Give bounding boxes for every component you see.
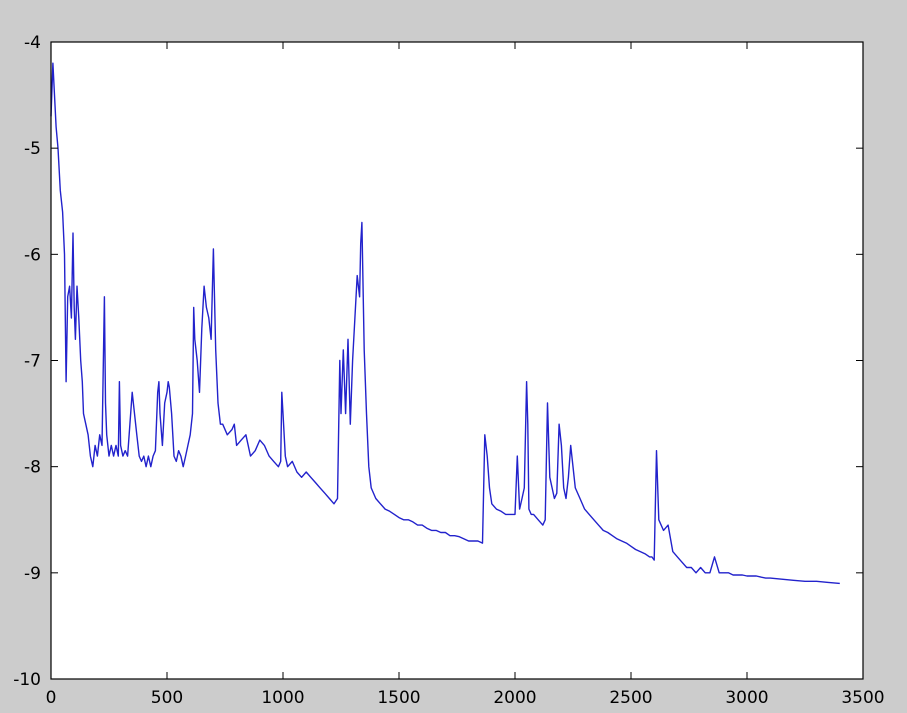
x-axis-ticks: 0 500 1000 1500 2000 2500 3000 3500 <box>46 42 885 708</box>
y-tick-label: -9 <box>24 564 41 584</box>
x-tick-label: 1500 <box>377 688 420 708</box>
y-axis-ticks: -4 -5 -6 -7 -8 -9 -10 <box>13 33 863 690</box>
series-line-0 <box>50 62 840 585</box>
series-layer <box>50 62 840 585</box>
y-tick-label: -5 <box>24 139 41 159</box>
x-tick-label: 1000 <box>261 688 304 708</box>
y-tick-label: -10 <box>13 670 41 690</box>
y-tick-label: -6 <box>24 245 41 265</box>
x-tick-label: 3500 <box>841 688 884 708</box>
y-tick-label: -7 <box>24 352 41 372</box>
x-tick-label: 2000 <box>493 688 536 708</box>
x-tick-label: 2500 <box>609 688 652 708</box>
x-tick-label: 500 <box>151 688 183 708</box>
plot-area-background <box>51 42 863 679</box>
y-tick-label: -8 <box>24 458 41 478</box>
x-tick-label: 0 <box>46 688 57 708</box>
y-tick-label: -4 <box>24 33 41 53</box>
x-tick-label: 3000 <box>725 688 768 708</box>
